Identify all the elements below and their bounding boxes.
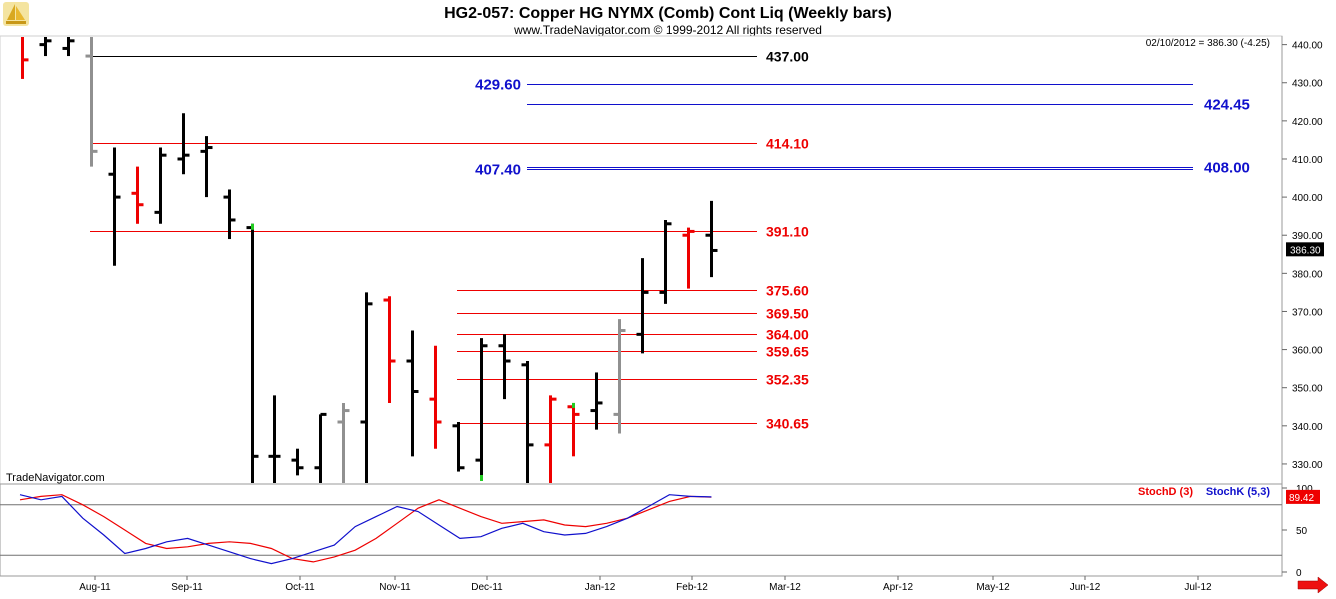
level-label: 391.10 xyxy=(766,224,809,240)
level-label: 408.00 xyxy=(1204,160,1250,177)
price-bar xyxy=(85,37,98,167)
price-tick-label: 430.00 xyxy=(1292,79,1323,90)
price-bar xyxy=(567,402,580,457)
chart-title: HG2-057: Copper HG NYMX (Comb) Cont Liq … xyxy=(444,5,892,22)
price-bar xyxy=(429,345,442,449)
price-readout: 02/10/2012 = 386.30 (-4.25) xyxy=(1146,38,1270,49)
stoch-tick-label: 0 xyxy=(1296,568,1302,579)
level-label: 429.60 xyxy=(475,77,521,94)
price-tick-label: 380.00 xyxy=(1292,269,1323,280)
price-tick-label: 390.00 xyxy=(1292,231,1323,242)
last-price-tag xyxy=(1286,242,1324,257)
price-bar xyxy=(268,395,281,483)
watermark: TradeNavigator.com xyxy=(6,472,105,484)
price-bar xyxy=(21,37,29,79)
level-label: 340.65 xyxy=(766,416,809,432)
price-tick-label: 440.00 xyxy=(1292,41,1323,52)
x-tick-label: Jul-12 xyxy=(1184,582,1212,593)
price-bar xyxy=(291,448,304,476)
price-bar xyxy=(705,200,718,278)
stochd-legend: StochD (3) xyxy=(1138,486,1193,498)
price-bar xyxy=(682,227,695,289)
x-tick-label: Apr-12 xyxy=(883,582,913,593)
stoch-panel xyxy=(0,483,1283,577)
price-bar xyxy=(131,166,144,224)
price-bar xyxy=(314,412,327,483)
level-label: 424.45 xyxy=(1204,97,1250,114)
price-bar xyxy=(62,37,75,57)
price-bar xyxy=(636,258,649,354)
level-label: 375.60 xyxy=(766,283,809,299)
price-tick-label: 420.00 xyxy=(1292,117,1323,128)
price-bar xyxy=(39,37,52,57)
price-tick-label: 370.00 xyxy=(1292,307,1323,318)
price-tick-label: 410.00 xyxy=(1292,155,1323,166)
stoch-tick-label: 100 xyxy=(1296,484,1313,495)
x-tick-label: Dec-11 xyxy=(471,582,503,593)
x-tick-label: Aug-11 xyxy=(79,582,111,593)
x-tick-label: Mar-12 xyxy=(769,582,801,593)
x-tick-label: Feb-12 xyxy=(676,582,708,593)
x-tick-label: May-12 xyxy=(976,582,1010,593)
stochk-legend: StochK (5,3) xyxy=(1206,486,1271,498)
copyright-text: www.TradeNavigator.com © 1999-2012 All r… xyxy=(513,23,822,37)
last-price-value: 386.30 xyxy=(1290,245,1321,256)
price-bar xyxy=(200,136,213,198)
x-tick-label: Sep-11 xyxy=(171,582,203,593)
x-tick-label: Jun-12 xyxy=(1070,582,1101,593)
price-tick-label: 400.00 xyxy=(1292,193,1323,204)
price-bar xyxy=(590,372,603,430)
stoch-last-value: 89.42 xyxy=(1289,493,1314,504)
stoch-last-tag xyxy=(1286,489,1320,504)
price-bar xyxy=(475,338,488,480)
sailboat-logo xyxy=(3,2,29,26)
level-label: 359.65 xyxy=(766,344,809,360)
price-bar xyxy=(177,113,190,175)
price-bar xyxy=(498,334,511,400)
price-bar xyxy=(223,189,236,240)
level-label: 364.00 xyxy=(766,327,809,343)
right-arrow-icon[interactable] xyxy=(1297,576,1329,594)
level-label: 352.35 xyxy=(766,372,809,388)
price-tick-label: 340.00 xyxy=(1292,422,1323,433)
stoch-tick-label: 50 xyxy=(1296,526,1308,537)
price-bar xyxy=(383,296,396,403)
price-bar xyxy=(108,147,121,266)
price-tick-label: 330.00 xyxy=(1292,460,1323,471)
x-tick-label: Oct-11 xyxy=(285,582,315,593)
price-bar xyxy=(659,219,672,304)
stoch-series-line xyxy=(19,494,712,565)
price-bar xyxy=(246,223,259,483)
price-bar xyxy=(613,319,626,434)
level-label: 407.40 xyxy=(475,162,521,179)
level-label: 414.10 xyxy=(766,136,809,152)
stoch-series-line xyxy=(19,494,712,563)
level-label: 437.00 xyxy=(766,49,809,65)
price-bar xyxy=(360,292,373,483)
price-bar xyxy=(521,361,534,483)
price-bar xyxy=(452,422,465,472)
price-bar xyxy=(337,402,350,483)
x-tick-label: Nov-11 xyxy=(379,582,411,593)
price-bar xyxy=(406,330,419,457)
price-bar xyxy=(154,147,167,224)
price-bar xyxy=(544,395,557,483)
price-tick-label: 360.00 xyxy=(1292,346,1323,357)
x-tick-label: Jan-12 xyxy=(585,582,616,593)
price-tick-label: 350.00 xyxy=(1292,384,1323,395)
level-label: 369.50 xyxy=(766,306,809,322)
